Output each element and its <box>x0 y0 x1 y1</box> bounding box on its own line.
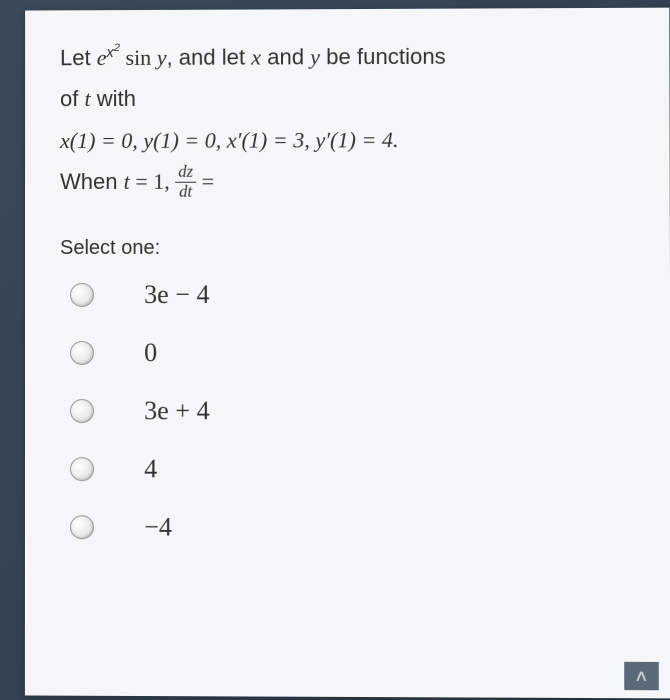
option-text: −4 <box>144 513 172 543</box>
math-conditions: x(1) = 0, y(1) = 0, x′(1) = 3, y′(1) = 4… <box>60 127 399 153</box>
math-exp: x2 <box>106 45 120 61</box>
option-row[interactable]: 4 <box>70 454 645 485</box>
options-list: 3e − 4 0 3e + 4 4 −4 <box>60 280 645 544</box>
frac-numerator: dz <box>175 164 196 183</box>
option-row[interactable]: 0 <box>70 338 645 368</box>
math-y: y <box>157 45 167 70</box>
math-y2: y <box>310 44 320 69</box>
radio-button[interactable] <box>70 457 94 481</box>
option-text: 3e − 4 <box>144 280 209 310</box>
option-text: 0 <box>144 338 157 368</box>
option-row[interactable]: −4 <box>70 512 645 543</box>
text-of: of <box>60 86 84 111</box>
option-row[interactable]: 3e + 4 <box>70 396 645 427</box>
text-eq1: = 1, <box>130 169 176 194</box>
text-and: and <box>261 44 310 69</box>
option-row[interactable]: 3e − 4 <box>70 280 645 311</box>
option-text: 4 <box>144 454 157 484</box>
question-card: Let ex2 sin y, and let x and y be functi… <box>25 8 670 699</box>
text-andlet: , and let <box>167 45 252 70</box>
text-be: be functions <box>320 44 446 70</box>
math-sin: sin <box>120 45 157 70</box>
radio-button[interactable] <box>70 283 94 307</box>
radio-button[interactable] <box>70 515 94 539</box>
text-let: Let <box>60 45 97 70</box>
question-line-2: of t with <box>60 80 644 115</box>
text-when: When <box>60 169 124 194</box>
text-with: with <box>91 86 136 111</box>
math-x: x <box>251 45 261 70</box>
question-line-3: x(1) = 0, y(1) = 0, x′(1) = 3, y′(1) = 4… <box>60 121 644 158</box>
text-eqend: = <box>196 169 214 194</box>
frac-denominator: dt <box>175 182 196 200</box>
math-e: e <box>97 45 107 70</box>
radio-button[interactable] <box>70 341 94 365</box>
select-one-label: Select one: <box>60 236 645 260</box>
radio-button[interactable] <box>70 399 94 423</box>
math-fraction: dzdt <box>175 164 196 200</box>
corner-widget[interactable]: ∧ <box>624 662 659 690</box>
chevron-up-icon: ∧ <box>634 666 650 686</box>
question-line-4: When t = 1, dzdt = <box>60 163 644 202</box>
question-line-1: Let ex2 sin y, and let x and y be functi… <box>60 38 644 74</box>
option-text: 3e + 4 <box>144 396 209 426</box>
